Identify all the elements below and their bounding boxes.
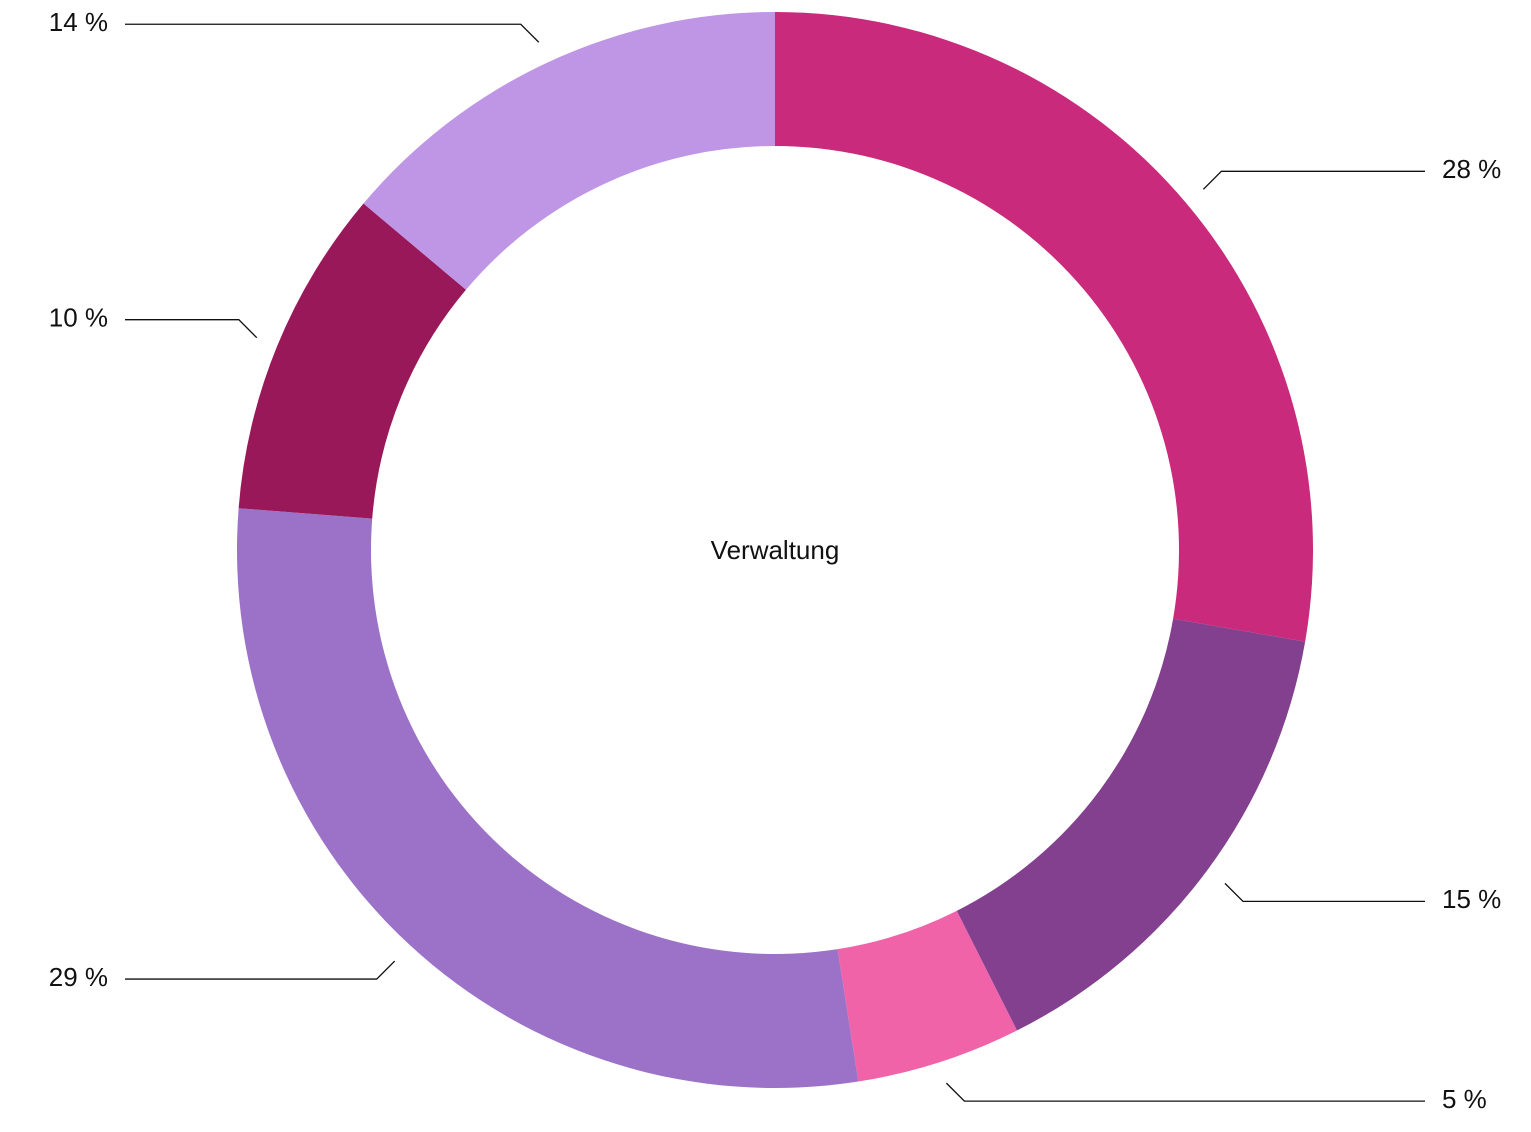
center-label: Verwaltung bbox=[711, 535, 840, 565]
donut-segment bbox=[237, 508, 859, 1089]
leader-line bbox=[125, 960, 396, 980]
data-label: 5 % bbox=[1442, 1084, 1487, 1114]
leader-line bbox=[1202, 170, 1425, 190]
leader-line bbox=[945, 1082, 1425, 1102]
donut-segment bbox=[837, 910, 1018, 1082]
leader-line bbox=[1224, 882, 1425, 903]
leader-line bbox=[125, 319, 258, 339]
donut-segment bbox=[363, 12, 775, 290]
data-label: 29 % bbox=[49, 962, 108, 992]
data-label: 28 % bbox=[1442, 154, 1501, 184]
data-label: 15 % bbox=[1442, 884, 1501, 914]
donut-segment bbox=[238, 203, 466, 519]
donut-segment bbox=[775, 12, 1313, 642]
data-label: 14 % bbox=[49, 7, 108, 37]
data-label: 10 % bbox=[49, 303, 108, 333]
leader-line bbox=[125, 23, 540, 43]
donut-segment bbox=[956, 618, 1306, 1031]
